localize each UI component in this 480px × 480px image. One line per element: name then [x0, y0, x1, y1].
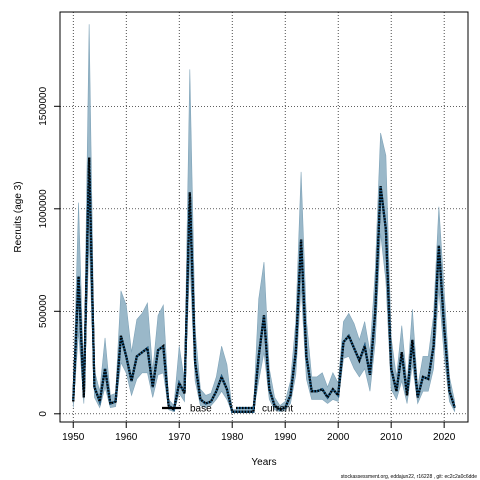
- x-axis: 1950 1960 1970 1980 1990 2000 2010 2020: [62, 422, 456, 443]
- x-tick-label: 1960: [115, 432, 138, 443]
- grid-lines: [60, 12, 468, 422]
- confidence-band: [72, 24, 456, 414]
- y-tick-label: 0: [38, 411, 49, 417]
- y-tick-label: 1500000: [38, 86, 49, 125]
- legend-label-base: base: [190, 404, 212, 415]
- x-tick-label: 2000: [327, 432, 350, 443]
- y-axis-title: Recruits (age 3): [13, 181, 24, 252]
- legend: base current: [162, 404, 293, 415]
- y-tick-label: 500000: [38, 294, 49, 328]
- x-tick-label: 1970: [168, 432, 191, 443]
- x-axis-title: Years: [251, 457, 276, 468]
- x-tick-label: 1980: [221, 432, 244, 443]
- x-tick-label: 1990: [274, 432, 297, 443]
- x-tick-label: 1950: [62, 432, 85, 443]
- y-axis: 0 500000 1000000 1500000: [38, 86, 60, 417]
- y-tick-label: 1000000: [38, 189, 49, 228]
- x-tick-label: 2010: [380, 432, 403, 443]
- x-tick-label: 2020: [433, 432, 456, 443]
- legend-label-current: current: [262, 404, 293, 415]
- footer-text: stockassessment.org, eddajun22, r16228 ,…: [341, 474, 477, 480]
- plot-frame: [59, 11, 469, 423]
- series-line-current-dots: [72, 157, 456, 413]
